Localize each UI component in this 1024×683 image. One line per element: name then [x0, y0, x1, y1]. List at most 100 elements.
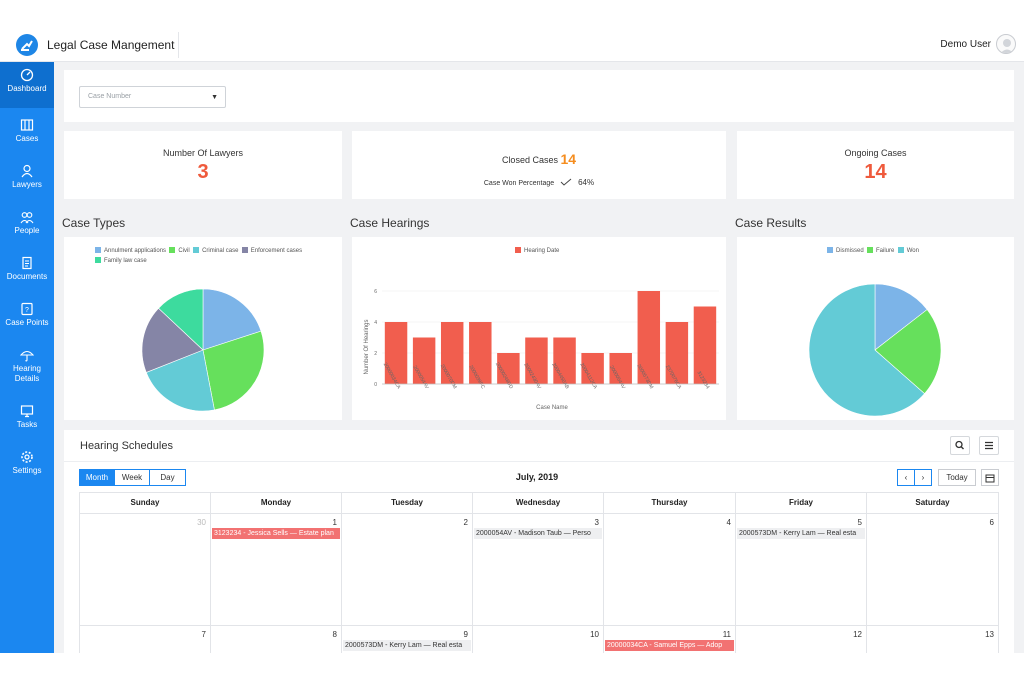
weekday-header: Sunday — [80, 493, 211, 513]
closed-cases-row: Closed Cases 14 — [352, 151, 726, 167]
lawyers-stat-value: 3 — [197, 161, 209, 183]
pie-slice[interactable] — [202, 288, 262, 351]
pie-slice[interactable] — [145, 349, 215, 412]
y-tick-label: 0 — [374, 382, 377, 388]
pie-slice[interactable] — [874, 309, 942, 395]
calendar-day[interactable]: 12 — [736, 626, 867, 653]
calendar-day[interactable]: 1 3123234 - Jessica Sells — Estate plan — [211, 514, 342, 626]
gear-icon — [21, 451, 33, 463]
bar[interactable] — [665, 322, 689, 384]
legend-item[interactable]: Civil — [169, 247, 190, 254]
sidebar-item-settings[interactable]: Settings — [0, 444, 54, 488]
legend-item[interactable]: Criminal case — [193, 247, 238, 254]
calendar-day[interactable]: 10 — [473, 626, 604, 653]
legend-item[interactable]: Failure — [867, 247, 894, 254]
today-button[interactable]: Today — [938, 469, 976, 486]
avatar[interactable] — [996, 34, 1016, 54]
hearings-legend: Hearing Date — [515, 247, 559, 254]
user-name[interactable]: Demo User — [940, 39, 991, 50]
sidebar-item-cases[interactable]: Cases — [0, 112, 54, 156]
next-month-button[interactable]: › — [914, 469, 932, 486]
day-number: 8 — [332, 630, 337, 639]
sidebar-item-label: Documents — [6, 272, 48, 281]
weekday-header: Tuesday — [342, 493, 473, 513]
bar[interactable] — [469, 322, 492, 384]
sidebar-item-case-points[interactable]: ? Case Points — [0, 296, 54, 340]
calendar-month-title: July, 2019 — [515, 472, 559, 482]
calendar-day[interactable]: 7 — [80, 626, 211, 653]
case-number-select[interactable]: Case Number ▼ — [79, 86, 226, 108]
lawyers-stat-label: Number Of Lawyers — [162, 148, 244, 158]
bar[interactable] — [693, 306, 717, 385]
legend-item[interactable]: Annulment applications — [95, 247, 167, 254]
y-tick-label: 2 — [374, 351, 377, 357]
calendar-day[interactable]: 4 — [604, 514, 736, 626]
bar[interactable] — [637, 291, 661, 384]
bar[interactable] — [497, 353, 520, 384]
bar[interactable] — [609, 353, 632, 384]
calendar-day[interactable]: 11 20000034CA - Samuel Epps — Adop — [604, 626, 736, 653]
calendar-day[interactable]: 8 — [211, 626, 342, 653]
menu-button[interactable] — [979, 436, 999, 455]
day-number: 4 — [726, 518, 731, 527]
case-hearings-title: Case Hearings — [350, 216, 430, 230]
tab-week[interactable]: Week — [114, 469, 150, 486]
case-results-title: Case Results — [735, 216, 807, 230]
calendar-day[interactable]: 6 — [867, 514, 998, 626]
bar[interactable] — [553, 337, 576, 385]
legend-item[interactable]: Family law case — [95, 257, 147, 264]
sidebar-item-label: Case Points — [5, 318, 49, 327]
sidebar-item-dashboard[interactable]: Dashboard — [0, 62, 54, 108]
prev-month-button[interactable]: ‹ — [897, 469, 915, 486]
people-icon — [20, 212, 34, 224]
calendar-day[interactable]: 5 2000573DM - Kerry Lam — Real esta — [736, 514, 867, 626]
hamburger-icon — [985, 441, 993, 450]
legend-label: Annulment applications — [104, 248, 167, 254]
pie-slice[interactable] — [141, 307, 204, 373]
day-number: 6 — [989, 518, 994, 527]
app-logo[interactable] — [16, 34, 38, 56]
calendar-day[interactable]: 3 2000054AV - Madison Taub — Perso — [473, 514, 604, 626]
tab-month[interactable]: Month — [79, 469, 115, 486]
y-tick-label: 6 — [374, 289, 377, 295]
day-number: 30 — [197, 518, 206, 527]
case-hearings-card: Hearing Date Number Of Hearings Case Nam… — [352, 237, 726, 420]
tab-day[interactable]: Day — [149, 469, 186, 486]
legend-item[interactable]: Hearing Date — [515, 247, 559, 254]
sidebar-item-documents[interactable]: Documents — [0, 250, 54, 294]
bar[interactable] — [440, 322, 464, 384]
sidebar-item-people[interactable]: People — [0, 204, 54, 248]
sidebar-item-hearing-details[interactable]: Hearing Details — [0, 342, 54, 394]
pie-slice[interactable] — [808, 283, 925, 417]
pie-slice[interactable] — [158, 288, 204, 351]
calendar-event[interactable]: 2000573DM - Kerry Lam — Real esta — [737, 528, 865, 539]
calendar-day[interactable]: 9 2000573DM - Kerry Lam — Real esta — [342, 626, 473, 653]
search-button[interactable] — [950, 436, 970, 455]
calendar-event[interactable]: 2000054AV - Madison Taub — Perso — [474, 528, 602, 539]
pie-slice[interactable] — [202, 330, 265, 411]
sidebar-item-tasks[interactable]: Tasks — [0, 398, 54, 442]
day-number: 2 — [463, 518, 468, 527]
sidebar-item-lawyers[interactable]: Lawyers — [0, 158, 54, 202]
bar[interactable] — [384, 322, 408, 384]
case-types-title: Case Types — [62, 216, 126, 230]
calendar-picker-button[interactable] — [981, 469, 999, 486]
y-tick-label: 4 — [374, 320, 377, 326]
calendar-day[interactable]: 2 — [342, 514, 473, 626]
closed-cases-card: Closed Cases 14 Case Won Percentage 64% — [352, 131, 726, 199]
legend-item[interactable]: Enforcement cases — [241, 247, 302, 254]
calendar-icon — [985, 474, 995, 483]
ongoing-cases-card: Ongoing Cases 14 — [737, 131, 1014, 199]
legend-item[interactable]: Won — [897, 247, 919, 254]
calendar-event[interactable]: 20000034CA - Samuel Epps — Adop — [605, 640, 734, 651]
bar[interactable] — [581, 353, 604, 384]
calendar-event[interactable]: 2000573DM - Kerry Lam — Real esta — [343, 640, 471, 651]
calendar-day[interactable]: 13 — [867, 626, 998, 653]
pie-slice[interactable] — [874, 283, 928, 351]
calendar-event[interactable]: 3123234 - Jessica Sells — Estate plan — [212, 528, 340, 539]
closed-cases-value: 14 — [560, 151, 577, 167]
bar[interactable] — [412, 337, 436, 385]
bar[interactable] — [525, 337, 548, 385]
calendar-day[interactable]: 30 — [80, 514, 211, 626]
legend-item[interactable]: Dismissed — [827, 247, 864, 254]
